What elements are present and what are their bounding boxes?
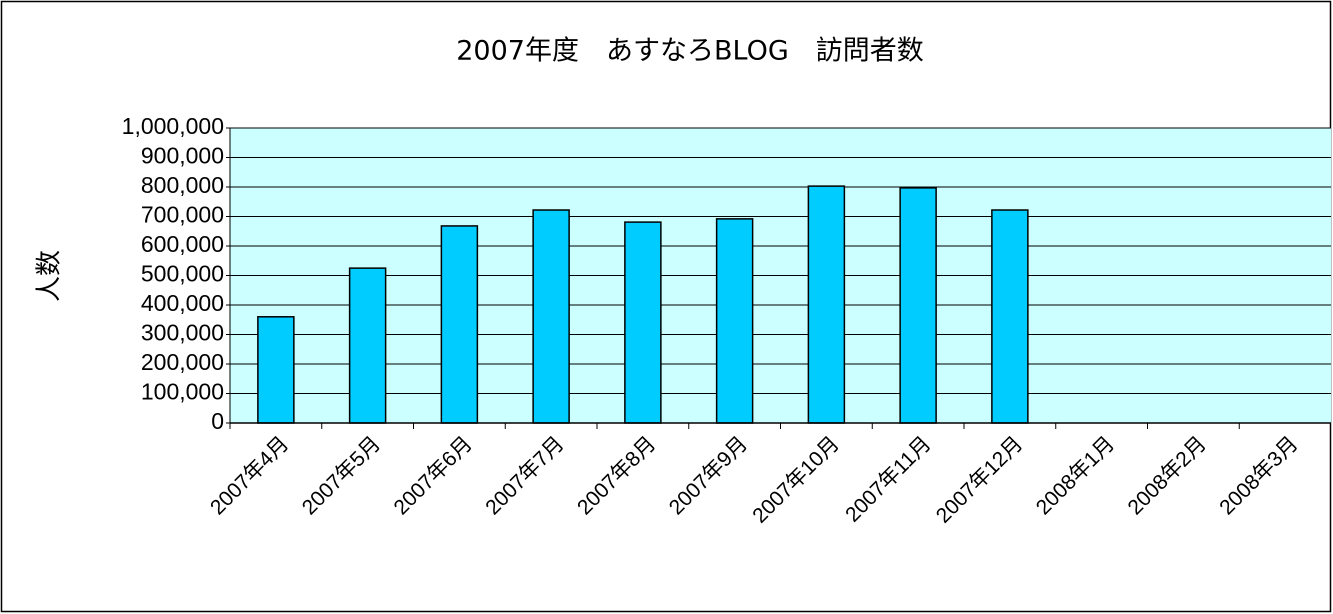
chart-title: 2007年度 あすなろBLOG 訪問者数 [456,36,924,67]
y-tick-label: 900,000 [141,143,224,169]
bar [257,316,295,424]
bar [440,225,479,424]
y-tick-label: 700,000 [141,202,224,228]
y-tick-label: 200,000 [141,349,224,375]
y-tick-label: 600,000 [141,231,224,257]
bar [532,209,570,424]
bar [715,218,754,424]
y-tick-label: 0 [211,408,224,434]
bar [899,187,937,424]
y-tick-label: 300,000 [141,320,224,346]
y-tick-label: 100,000 [141,379,224,405]
bar [807,185,846,424]
bar [991,209,1029,424]
y-tick-label: 400,000 [141,290,224,316]
y-tick-label: 500,000 [141,261,224,287]
y-tick-label: 800,000 [141,172,224,198]
bar [348,267,387,424]
y-tick-label: 1,000,000 [122,113,224,139]
y-axis-label: 人数 [35,250,65,302]
bar [624,221,662,424]
